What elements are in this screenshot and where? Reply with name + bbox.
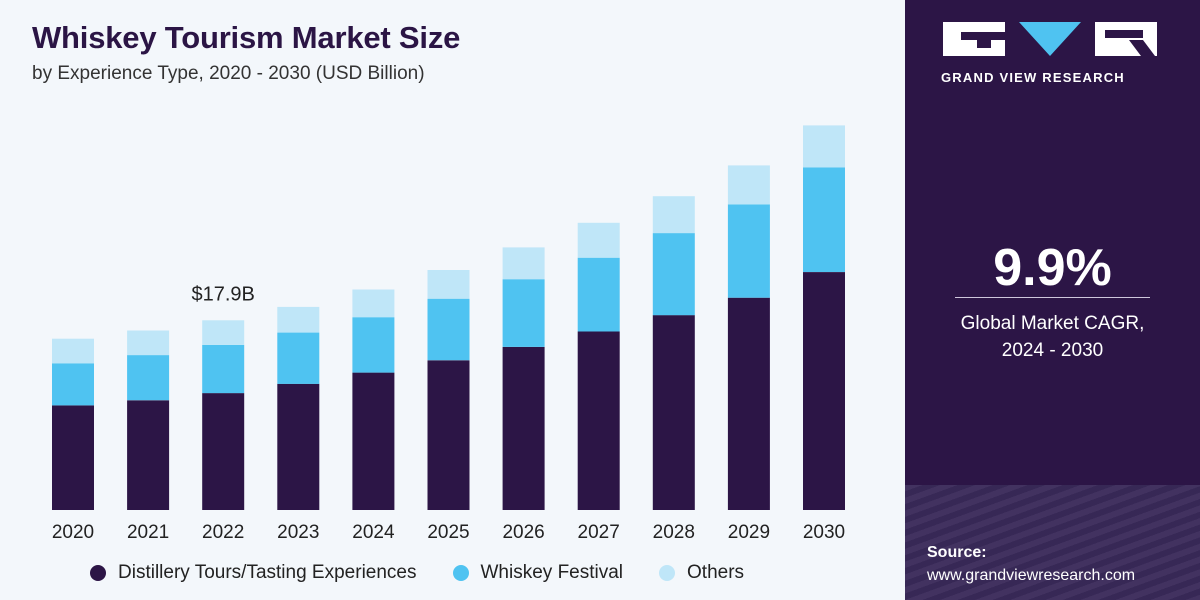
x-tick-label-2020: 2020 — [52, 522, 94, 543]
cagr-label-line2: 2024 - 2030 — [1001, 340, 1104, 361]
x-tick-label-2028: 2028 — [653, 522, 695, 543]
sidebar-panel: GRAND VIEW RESEARCH 9.9% Global Market C… — [905, 0, 1200, 600]
x-tick-label-2027: 2027 — [578, 522, 620, 543]
legend-label-distillery: Distillery Tours/Tasting Experiences — [118, 562, 417, 583]
x-tick-label-2029: 2029 — [728, 522, 770, 543]
cagr-label: Global Market CAGR, 2024 - 2030 — [905, 310, 1200, 364]
chart-legend: Distillery Tours/Tasting Experiences Whi… — [90, 562, 780, 584]
bar-segment-2030-s1 — [803, 167, 845, 272]
bar-segment-2025-s0 — [427, 360, 470, 510]
legend-swatch-distillery — [90, 565, 106, 581]
cagr-value: 9.9% — [993, 239, 1112, 297]
chart-title: Whiskey Tourism Market Size — [32, 20, 461, 55]
bar-segment-2025-s1 — [427, 298, 470, 361]
bar-segment-2026-s1 — [502, 279, 545, 347]
bar-segment-2021-s2 — [127, 330, 170, 356]
cagr-divider — [955, 297, 1150, 298]
bar-segment-2027-s2 — [577, 222, 620, 258]
bar-segment-2022-s2 — [202, 320, 245, 345]
bar-segment-2023-s0 — [277, 383, 320, 510]
bar-segment-2029-s2 — [727, 165, 770, 205]
bar-segment-2028-s1 — [652, 233, 695, 316]
bar-segment-2026-s2 — [502, 247, 545, 280]
legend-label-others: Others — [687, 562, 745, 583]
x-tick-label-2026: 2026 — [502, 522, 544, 543]
bar-segment-2020-s1 — [52, 363, 94, 406]
bar-segment-2020-s0 — [52, 405, 94, 510]
x-tick-label-2023: 2023 — [277, 522, 319, 543]
brand-logo — [943, 22, 1157, 56]
bar-segment-2026-s0 — [502, 346, 545, 510]
bar-segment-2030-s2 — [803, 125, 845, 168]
data-label-2022: $17.9B — [192, 283, 255, 305]
chart-subtitle: by Experience Type, 2020 - 2030 (USD Bil… — [32, 63, 425, 84]
bar-segment-2028-s0 — [652, 315, 695, 510]
x-tick-label-2024: 2024 — [352, 522, 395, 543]
bar-segment-2021-s1 — [127, 355, 170, 401]
bar-segment-2027-s1 — [577, 257, 620, 332]
bar-segment-2024-s1 — [352, 317, 395, 373]
bar-segment-2030-s0 — [803, 272, 845, 510]
legend-swatch-festival — [452, 565, 469, 581]
x-tick-label-2021: 2021 — [127, 522, 169, 543]
stacked-bar-chart: 2020 2021 2022 $17.9B 2023 2024 2025 2026 2027 20… — [52, 125, 845, 543]
brand-name: GRAND VIEW RESEARCH — [941, 70, 1125, 85]
bar-segment-2021-s0 — [127, 400, 170, 510]
bar-segment-2029-s1 — [727, 204, 770, 298]
bar-segment-2022-s0 — [202, 393, 245, 510]
bar-segment-2023-s2 — [277, 306, 320, 333]
cagr-label-line1: Global Market CAGR, — [960, 313, 1145, 334]
bar-segment-2027-s0 — [577, 331, 620, 510]
source-label: Source: — [927, 544, 987, 561]
source-url[interactable]: www.grandviewresearch.com — [927, 567, 1136, 584]
legend-swatch-others — [659, 565, 676, 581]
x-tick-label-2022: 2022 — [202, 522, 244, 543]
legend-item-festival: Whiskey Festival — [452, 562, 624, 584]
x-tick-label-2030: 2030 — [803, 522, 845, 543]
legend-label-festival: Whiskey Festival — [480, 562, 624, 583]
x-tick-label-2025: 2025 — [427, 522, 469, 543]
bar-segment-2029-s0 — [727, 297, 770, 510]
bar-segment-2025-s2 — [427, 270, 470, 299]
bar-segment-2022-s1 — [202, 344, 245, 394]
bar-segment-2020-s2 — [52, 338, 94, 364]
bar-segment-2028-s2 — [652, 196, 695, 234]
bar-segment-2023-s1 — [277, 332, 320, 384]
legend-item-distillery: Distillery Tours/Tasting Experiences — [90, 562, 417, 584]
bar-segment-2024-s2 — [352, 289, 395, 318]
source-strip: Source: www.grandviewresearch.com — [905, 485, 1200, 600]
legend-item-others: Others — [659, 562, 744, 584]
bar-segment-2024-s0 — [352, 372, 395, 510]
